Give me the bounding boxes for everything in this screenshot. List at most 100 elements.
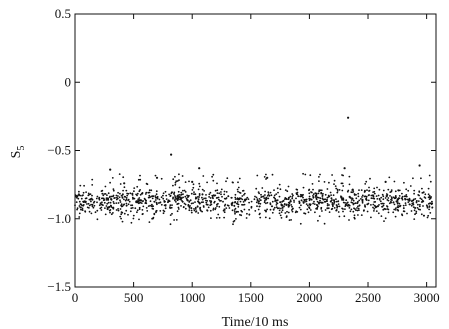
data-point	[415, 212, 418, 215]
data-point	[311, 191, 313, 194]
data-point	[180, 205, 182, 207]
data-point	[234, 198, 237, 201]
data-point	[173, 219, 176, 221]
data-point	[364, 206, 367, 208]
data-point	[208, 193, 211, 196]
data-point	[276, 207, 279, 210]
data-point	[303, 212, 305, 215]
data-point	[342, 185, 345, 187]
data-point	[332, 194, 335, 197]
data-point	[96, 218, 99, 221]
data-point	[429, 197, 432, 200]
data-point	[355, 197, 358, 200]
data-point	[210, 200, 213, 203]
data-point	[201, 188, 204, 191]
data-point	[125, 189, 128, 192]
data-point	[331, 174, 333, 176]
data-point	[98, 198, 101, 201]
data-point	[378, 188, 381, 191]
data-point	[283, 205, 285, 208]
data-point	[315, 198, 318, 201]
data-point	[84, 210, 87, 213]
data-point	[243, 194, 245, 196]
data-point	[180, 191, 183, 194]
data-point	[223, 211, 226, 214]
data-point	[173, 193, 175, 195]
data-point	[125, 197, 128, 199]
data-point	[386, 208, 389, 210]
data-point	[79, 194, 82, 197]
data-point	[169, 223, 172, 226]
data-point	[182, 196, 185, 199]
data-point	[83, 184, 85, 187]
data-point	[112, 206, 115, 209]
data-point	[363, 191, 366, 193]
data-point	[373, 187, 376, 190]
data-point	[195, 211, 197, 213]
data-point	[123, 198, 125, 201]
data-point	[112, 201, 115, 203]
data-point	[125, 209, 128, 212]
data-point	[241, 210, 244, 213]
data-point	[216, 196, 219, 199]
data-point	[183, 189, 186, 192]
data-point	[209, 209, 212, 212]
data-point	[91, 203, 94, 206]
data-point	[429, 180, 432, 183]
data-point	[239, 213, 241, 216]
data-point	[105, 205, 108, 207]
data-point	[151, 203, 153, 206]
data-point	[123, 203, 126, 206]
data-point	[290, 209, 293, 211]
data-point	[308, 206, 310, 209]
data-point	[330, 194, 332, 197]
data-point	[408, 197, 411, 200]
data-point	[132, 217, 135, 220]
data-point	[225, 191, 228, 193]
data-point	[296, 191, 299, 194]
data-point	[296, 193, 299, 196]
data-point	[90, 203, 92, 206]
data-point	[138, 208, 141, 211]
data-point	[193, 209, 196, 212]
data-point	[169, 204, 172, 207]
data-point	[412, 206, 415, 209]
data-point	[140, 202, 143, 205]
data-point	[316, 196, 319, 199]
data-point	[165, 198, 168, 201]
data-point	[139, 189, 142, 191]
data-point	[110, 198, 113, 201]
x-tick-label: 500	[124, 290, 144, 305]
data-point	[317, 196, 320, 199]
data-point	[106, 194, 108, 197]
data-point	[372, 206, 374, 209]
outlier-point	[384, 180, 387, 183]
data-point	[190, 209, 193, 212]
data-point	[331, 199, 333, 201]
data-point	[178, 196, 181, 199]
x-tick-label: 3000	[414, 290, 440, 305]
x-axis-title: Time/10 ms	[222, 315, 289, 329]
data-point	[420, 213, 423, 216]
data-point	[119, 183, 122, 185]
data-point	[313, 203, 316, 206]
data-point	[342, 174, 344, 177]
data-point	[76, 207, 79, 210]
data-point	[278, 209, 281, 212]
data-point	[105, 199, 108, 201]
data-point	[320, 189, 323, 192]
data-point	[357, 192, 360, 195]
data-point	[241, 198, 244, 201]
data-point	[193, 208, 195, 210]
data-point	[398, 202, 401, 205]
data-point	[209, 197, 212, 199]
data-point	[117, 202, 120, 204]
data-point	[218, 198, 220, 201]
data-point	[411, 199, 413, 202]
data-point	[215, 217, 218, 219]
data-point	[314, 211, 316, 214]
data-point	[101, 201, 103, 204]
data-point	[127, 203, 130, 206]
data-point	[397, 205, 399, 207]
data-point	[180, 194, 182, 196]
